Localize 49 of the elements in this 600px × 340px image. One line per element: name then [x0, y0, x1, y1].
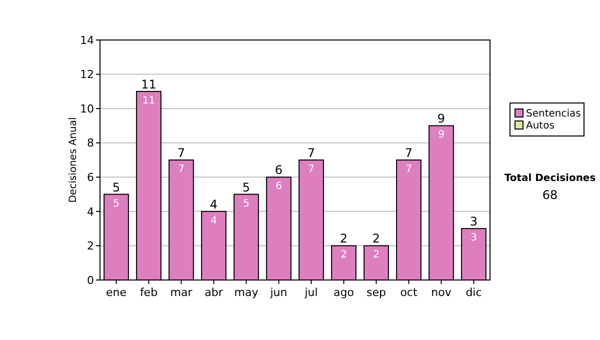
x-tick-label: may	[234, 286, 259, 299]
y-tick-label: 10	[80, 102, 94, 116]
legend-label: Sentencias	[526, 108, 581, 120]
total-label: 4	[210, 197, 218, 212]
total-label: 9	[437, 112, 446, 126]
data-label: 5	[243, 198, 250, 210]
x-tick-label: jun	[269, 286, 288, 299]
y-axis-title: Decisiones Anual	[68, 117, 79, 203]
data-label: 11	[142, 95, 156, 106]
x-tick-label: feb	[140, 286, 158, 299]
data-label: 4	[210, 215, 217, 226]
y-tick-label: 4	[87, 205, 94, 218]
data-label: 6	[276, 181, 282, 192]
x-tick-label: dic	[466, 286, 482, 299]
data-label: 2	[340, 250, 347, 261]
total-label: 6	[274, 163, 283, 178]
y-tick-label: 2	[87, 240, 94, 253]
x-tick-label: sep	[366, 286, 386, 299]
y-tick-label: 0	[87, 274, 94, 287]
total-label: 5	[112, 180, 120, 194]
x-tick-label: oct	[400, 286, 418, 299]
y-tick-label: 6	[87, 170, 94, 184]
data-label: 7	[178, 164, 184, 175]
data-label: 5	[113, 198, 120, 210]
total-label: 7	[404, 146, 413, 160]
x-tick-label: abr	[204, 286, 224, 299]
x-tick-label: ago	[334, 286, 354, 299]
text: Total Decisiones	[504, 173, 596, 184]
total-label: 7	[307, 146, 316, 160]
y-tick-label: 12	[80, 68, 94, 82]
data-label: 7	[308, 164, 314, 175]
data-label: 7	[406, 164, 412, 175]
data-label: 2	[373, 250, 380, 261]
total-label: 11	[141, 77, 156, 92]
y-tick-label: 14	[80, 34, 94, 47]
data-label: 3	[470, 232, 477, 244]
total-label: 5	[242, 180, 250, 194]
total-label: 7	[177, 146, 186, 160]
x-tick-label: jul	[304, 286, 318, 299]
x-tick-label: ene	[106, 286, 127, 299]
y-tick-label: 8	[87, 136, 94, 150]
total-label: 3	[470, 214, 478, 229]
data-label: 9	[438, 130, 444, 141]
x-tick-label: nov	[431, 286, 452, 299]
total-label: 2	[372, 232, 380, 246]
legend-label: Autos	[526, 120, 554, 132]
total-label: 2	[340, 232, 348, 246]
x-tick-label: mar	[170, 286, 193, 299]
text: 68	[542, 188, 558, 202]
